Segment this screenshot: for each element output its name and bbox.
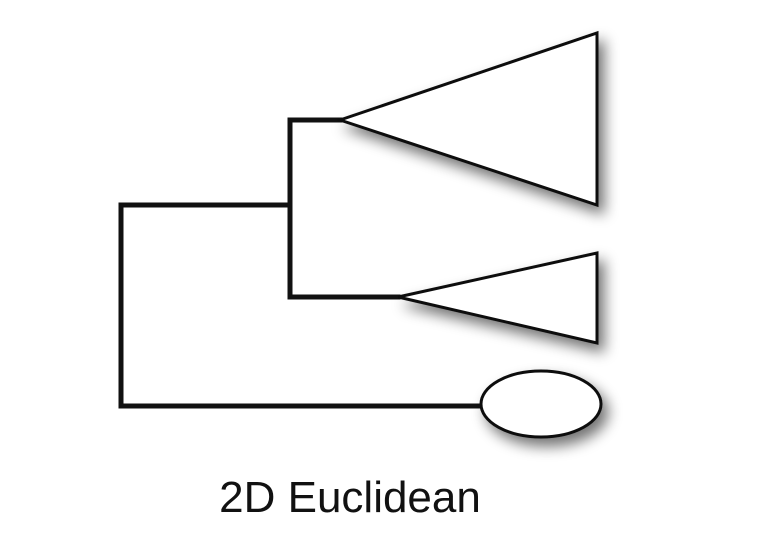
lower-clade-triangle	[397, 251, 599, 345]
diagram-caption: 2D Euclidean	[219, 473, 481, 522]
tree-branches	[118, 117, 485, 409]
leaf-circle	[479, 369, 603, 439]
upper-clade-triangle	[335, 30, 599, 208]
